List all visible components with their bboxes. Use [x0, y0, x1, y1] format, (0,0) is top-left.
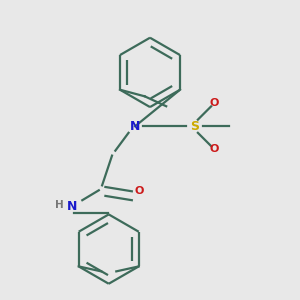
Text: S: S — [190, 120, 199, 133]
Text: N: N — [67, 200, 78, 213]
Text: O: O — [210, 144, 219, 154]
Text: O: O — [134, 186, 144, 196]
Text: H: H — [56, 200, 64, 210]
Text: N: N — [130, 120, 140, 133]
Text: O: O — [210, 98, 219, 108]
